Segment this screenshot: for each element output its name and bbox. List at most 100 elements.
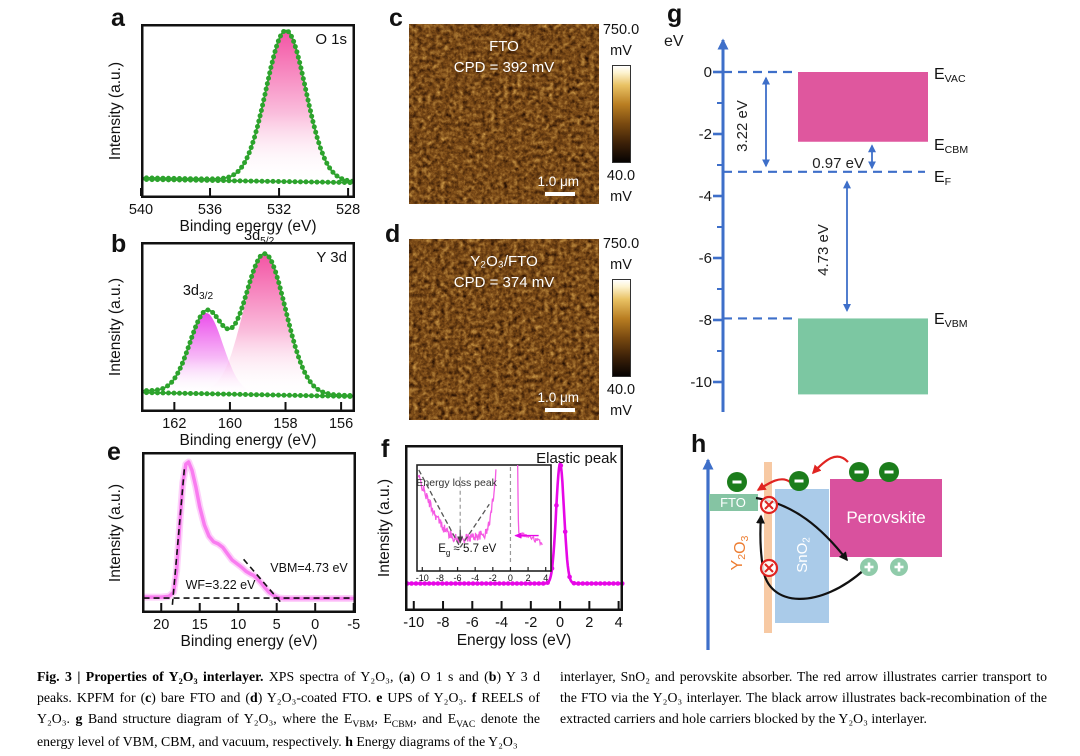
panel-label-h: h — [691, 430, 707, 458]
x-axis-label: Binding energy (eV) — [179, 432, 317, 449]
y-axis-label: Intensity (a.u.) — [376, 478, 393, 578]
scalebar — [545, 192, 575, 196]
hole-symbol — [860, 558, 878, 576]
colorbar-d: 750.0 mV 40.0 mV — [585, 234, 657, 422]
kpfm-cpd-value: CPD = 392 mV — [453, 59, 555, 76]
y-axis-label: Intensity (a.u.) — [107, 277, 124, 377]
carrier-transport-arrow — [756, 478, 791, 491]
scalebar-label: 1.0 μm — [537, 174, 579, 189]
tick-label: -8 — [436, 615, 450, 631]
tick-label: 160 — [217, 416, 243, 432]
panel-label-b: b — [111, 230, 127, 258]
xps-background-line-beads — [143, 176, 353, 186]
y-axis-label: Intensity (a.u.) — [107, 61, 124, 161]
x-axis-label: Energy loss (eV) — [456, 632, 572, 649]
hole-symbol — [890, 558, 908, 576]
panel-label-f: f — [381, 435, 390, 463]
kpfm-image-fto: FTO CPD = 392 mV 1.0 μm — [409, 24, 599, 204]
panel-label-c: c — [389, 4, 403, 32]
blocked-path-icon — [759, 558, 779, 578]
tick-label: -4 — [495, 615, 509, 631]
tick-label: 532 — [266, 202, 292, 218]
axis-tick-label: 0 — [704, 64, 712, 81]
evbm-label: EVBM — [934, 311, 968, 330]
tick-label: 158 — [273, 416, 298, 432]
band-structure-diagram: 0 -2 -4 -6 -8 -10 eV 3.22 eV 0.97 eV 4.73 eV EVAC E… — [664, 33, 968, 412]
inset-tick-label: -10 — [415, 573, 429, 583]
xps-background-line-beads — [143, 390, 353, 400]
tick-label: -2 — [524, 615, 538, 631]
colorbar-gradient — [611, 65, 631, 164]
afm-noise-texture — [409, 239, 599, 420]
kpfm-overlay-text: FTO CPD = 392 mV — [409, 36, 599, 78]
reels-chart — [404, 445, 625, 611]
sno2-layer-box — [775, 489, 829, 623]
axis-tick-label: -6 — [699, 250, 712, 267]
axis-unit-label: eV — [664, 33, 684, 50]
tick-label: 528 — [335, 202, 361, 218]
colorbar-c: 750.0 mV 40.0 mV — [585, 20, 657, 208]
vbm-gap-label: 4.73 eV — [815, 224, 832, 276]
fit-dashed-line — [171, 468, 186, 605]
ups-annotation: VBM=4.73 eV — [270, 561, 348, 576]
colorbar-unit: mV — [610, 43, 632, 60]
tick-label: 20 — [153, 617, 170, 633]
kpfm-overlay-text: Y₂O₃/FTO CPD = 374 mV — [409, 251, 599, 293]
colorbar-min: 40.0 — [606, 382, 636, 399]
valence-band-box — [798, 318, 928, 395]
inset-tick-label: -2 — [488, 573, 497, 583]
colorbar-max: 750.0 — [602, 236, 640, 252]
tick-label: -5 — [347, 617, 361, 633]
electron-symbol — [879, 462, 899, 482]
electron-symbol — [789, 471, 809, 491]
tick-label: -10 — [403, 615, 425, 631]
kpfm-image-y2o3-fto: Y₂O₃/FTO CPD = 374 mV 1.0 μm — [409, 239, 599, 420]
xps-peak-fill — [143, 253, 353, 396]
tick-label: -6 — [465, 615, 479, 631]
ef-label: EF — [934, 169, 952, 188]
tick-label: 15 — [191, 617, 208, 633]
inset-tick-label: 4 — [543, 573, 549, 583]
caption-right-column: interlayer, SnO₂ and perovskite absorber… — [560, 669, 1047, 726]
axis-tick-label: -4 — [699, 188, 712, 205]
colorbar-max: 750.0 — [602, 22, 640, 38]
y2o3-label: Y2O3 — [729, 535, 751, 570]
colorbar-unit: mV — [610, 403, 632, 420]
axis-tick-label: -2 — [699, 126, 712, 143]
tick-label: 0 — [311, 617, 320, 633]
kpfm-cpd-value: CPD = 374 mV — [453, 274, 555, 291]
electron-symbol — [727, 472, 747, 492]
conduction-band-box — [798, 72, 928, 142]
afm-noise-texture — [409, 24, 599, 204]
scalebar-label: 1.0 μm — [537, 390, 579, 405]
colorbar-unit: mV — [610, 189, 632, 206]
scalebar — [545, 408, 575, 412]
inset-tick-label: -6 — [453, 573, 462, 583]
colorbar-unit: mV — [610, 257, 632, 274]
perovskite-layer-box — [830, 479, 942, 557]
wf-gap-label: 3.22 eV — [734, 100, 751, 152]
ecbm-label: ECBM — [934, 137, 968, 156]
x-axis-label: Binding energy (eV) — [180, 633, 318, 650]
kpfm-sample-label: FTO — [489, 38, 519, 55]
carrier-transport-arrow — [811, 455, 849, 475]
chart-title: Y 3d — [316, 249, 347, 266]
inset-eg-label: Eg ≈ 5.7 eV — [438, 543, 497, 558]
axis-tick-label: -10 — [690, 374, 712, 391]
xps-envelope-curve-beads — [143, 27, 353, 184]
tick-label: 536 — [197, 202, 223, 218]
panel-label-d: d — [385, 220, 401, 248]
cbm-offset-label: 0.97 eV — [812, 155, 864, 172]
inset-tick-label: 2 — [525, 573, 531, 583]
tick-label: 10 — [230, 617, 247, 633]
tick-label: 5 — [272, 617, 281, 633]
sno2-label: SnO2 — [794, 537, 813, 573]
perovskite-label: Perovskite — [846, 508, 925, 527]
evac-label: EVAC — [934, 66, 966, 85]
inset-tick-label: -8 — [435, 573, 444, 583]
panel-label-e: e — [107, 438, 121, 466]
axis-tick-label: -8 — [699, 312, 712, 329]
colorbar-min: 40.0 — [606, 168, 636, 185]
tick-label: 2 — [585, 615, 594, 631]
